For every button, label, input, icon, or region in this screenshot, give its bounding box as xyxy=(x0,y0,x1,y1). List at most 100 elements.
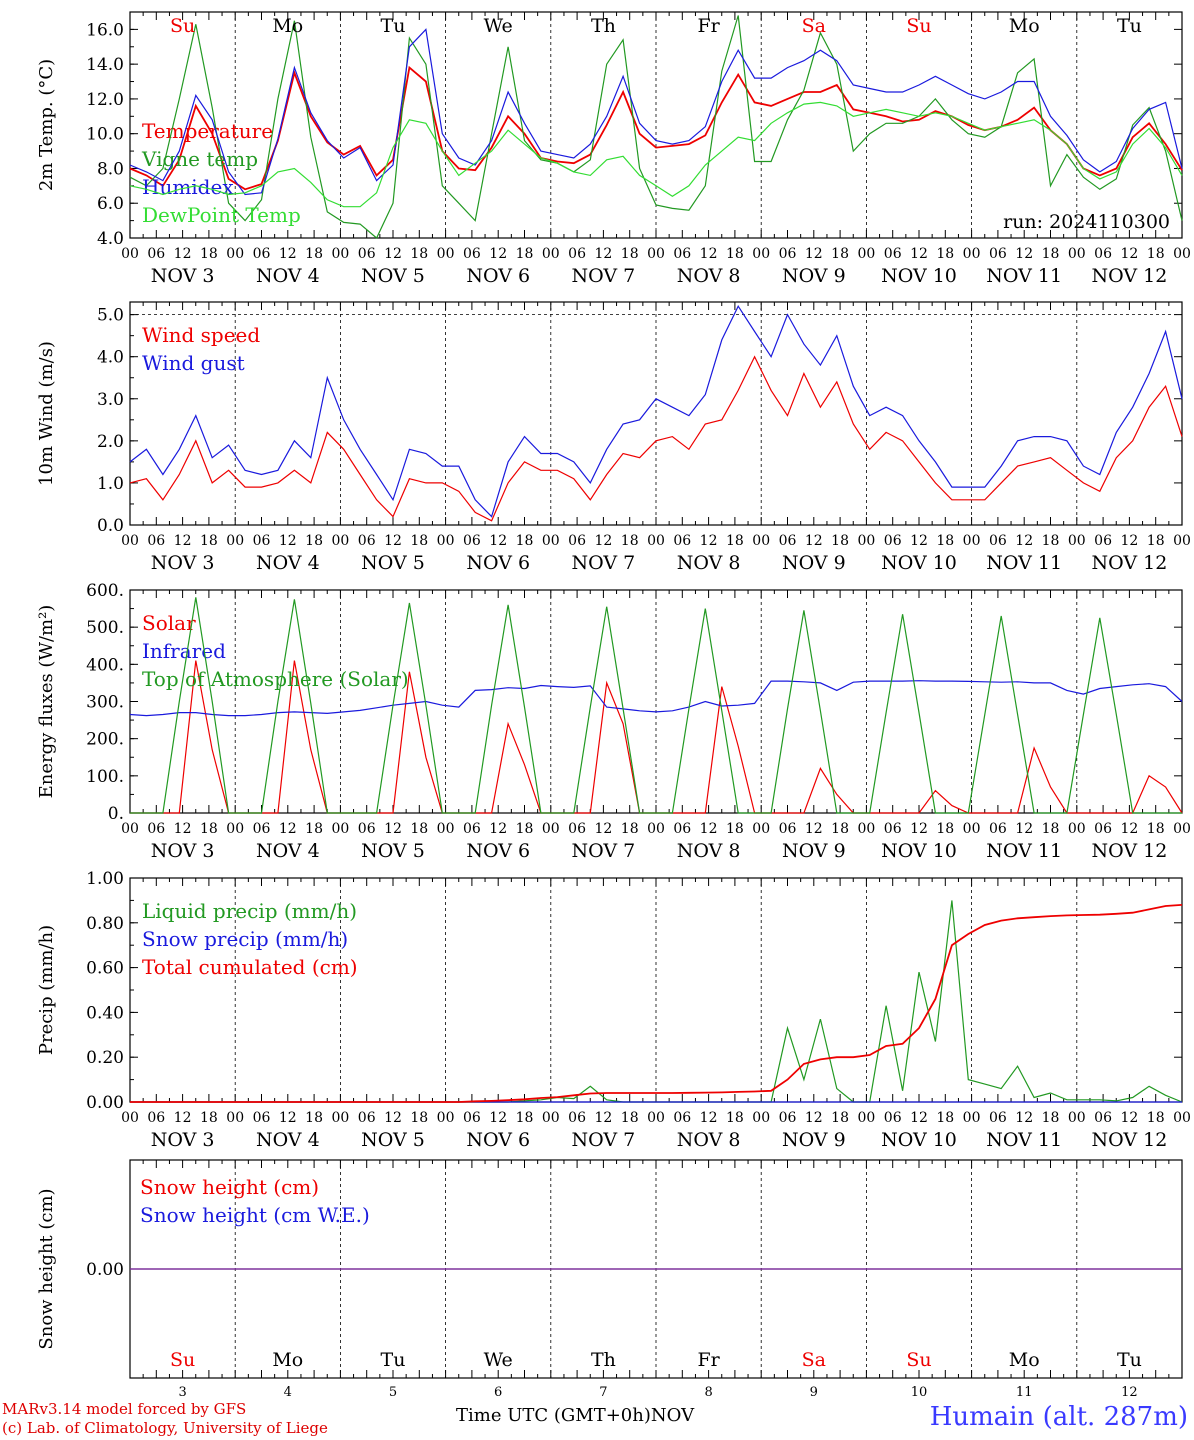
y-tick-label: 0.40 xyxy=(86,1003,124,1023)
x-hour-label: 18 xyxy=(200,533,218,549)
x-hour-label: 00 xyxy=(752,533,770,549)
x-hour-label: 00 xyxy=(121,821,139,837)
x-hour-label: 18 xyxy=(621,821,639,837)
legend-entry: DewPoint Temp xyxy=(142,203,301,227)
legend-entry: Temperature xyxy=(142,119,273,143)
x-hour-label: 12 xyxy=(384,246,402,262)
day-label: Sa xyxy=(802,15,826,37)
x-hour-label: 06 xyxy=(779,1110,797,1126)
x-hour-label: 00 xyxy=(963,821,981,837)
x-hour-label: 00 xyxy=(1173,821,1191,837)
x-hour-label: 18 xyxy=(305,821,323,837)
day-label: Tu xyxy=(1117,1349,1142,1371)
x-hour-label: 06 xyxy=(1094,533,1112,549)
meteogram-chart: 4.0 6.0 8.0 10.0 12.0 14.0 16.0 2m Temp. (°C) Te… xyxy=(36,11,1191,1400)
day-label: Su xyxy=(170,1349,195,1371)
x-hour-label: 00 xyxy=(857,1110,875,1126)
y-tick-label: 6.0 xyxy=(97,194,124,214)
x-hour-label: 06 xyxy=(147,1110,165,1126)
x-hour-label: 00 xyxy=(331,821,349,837)
plot-frame xyxy=(129,589,1183,814)
x-hour-label: 06 xyxy=(989,821,1007,837)
x-hour-label: 06 xyxy=(1094,1110,1112,1126)
x-hour-label: 12 xyxy=(700,533,718,549)
x-hour-label: 06 xyxy=(779,533,797,549)
x-date-label: NOV 4 xyxy=(256,840,320,862)
y-tick-label: 1.0 xyxy=(97,474,124,494)
y-tick-label: 0.60 xyxy=(86,959,124,979)
series-line-humidex xyxy=(129,28,1183,196)
x-hour-label: 06 xyxy=(463,821,481,837)
legend-entry: Infrared xyxy=(142,639,226,663)
x-hour-label: 00 xyxy=(647,1110,665,1126)
x-hour-label: 00 xyxy=(331,1110,349,1126)
x-hour-label: 00 xyxy=(437,246,455,262)
x-hour-label: 12 xyxy=(700,821,718,837)
x-hour-label: 12 xyxy=(1120,821,1138,837)
x-hour-label: 12 xyxy=(1120,533,1138,549)
series-line-wind-speed xyxy=(129,355,1183,522)
x-date-label: NOV 3 xyxy=(151,1129,215,1151)
model-credit: MARv3.14 model forced by GFS xyxy=(2,1400,247,1418)
x-hour-label: 18 xyxy=(621,246,639,262)
footer-credits: MARv3.14 model forced by GFS (c) Lab. of… xyxy=(2,1400,328,1438)
y-tick-label: 0. xyxy=(108,804,124,824)
x-hour-label: 12 xyxy=(279,821,297,837)
x-hour-label: 12 xyxy=(1015,1110,1033,1126)
x-hour-label: 12 xyxy=(174,246,192,262)
x-date-label: NOV 9 xyxy=(782,552,846,574)
x-hour-label: 06 xyxy=(884,246,902,262)
x-date-label: NOV 5 xyxy=(361,265,425,287)
y-tick-label: 1.00 xyxy=(86,869,124,889)
legend-entry: Solar xyxy=(142,611,196,635)
x-hour-label: 06 xyxy=(463,246,481,262)
x-date-label: NOV 8 xyxy=(677,840,741,862)
x-hour-label: 12 xyxy=(1015,821,1033,837)
x-hour-label: 12 xyxy=(805,246,823,262)
x-hour-label: 00 xyxy=(752,821,770,837)
x-date-label: NOV 6 xyxy=(466,840,530,862)
x-hour-label: 12 xyxy=(174,533,192,549)
x-hour-label: 12 xyxy=(384,533,402,549)
day-label: Mo xyxy=(272,15,303,37)
x-hour-label: 12 xyxy=(489,821,507,837)
x-hour-label: 00 xyxy=(647,246,665,262)
legend-entry: Total cumulated (cm) xyxy=(142,955,358,979)
day-label: Tu xyxy=(1117,15,1142,37)
x-hour-label: 00 xyxy=(331,533,349,549)
station-name: Humain (alt. 287m) xyxy=(929,1402,1188,1432)
legend-entry: Wind gust xyxy=(142,351,245,375)
x-hour-label: 18 xyxy=(200,246,218,262)
x-hour-label: 00 xyxy=(647,533,665,549)
day-number: 4 xyxy=(284,1385,292,1400)
y-tick-label: 5.0 xyxy=(97,306,124,326)
day-label: Mo xyxy=(1009,1349,1040,1371)
x-hour-label: 06 xyxy=(463,533,481,549)
x-date-label: NOV 10 xyxy=(881,265,957,287)
x-hour-label: 06 xyxy=(147,821,165,837)
x-hour-label: 06 xyxy=(673,246,691,262)
x-date-label: NOV 10 xyxy=(881,1129,957,1151)
x-hour-label: 00 xyxy=(1068,1110,1086,1126)
x-hour-label: 00 xyxy=(226,246,244,262)
x-hour-label: 12 xyxy=(174,821,192,837)
x-hour-label: 00 xyxy=(542,821,560,837)
x-date-label: NOV 8 xyxy=(677,1129,741,1151)
panel-3: 0. 100. 200. 300. 400. 500. 600. Energy fluxes … xyxy=(36,581,1191,862)
x-hour-label: 00 xyxy=(121,533,139,549)
x-hour-label: 06 xyxy=(779,246,797,262)
x-date-label: NOV 8 xyxy=(677,265,741,287)
day-label: Fr xyxy=(697,1349,720,1371)
x-hour-label: 12 xyxy=(384,1110,402,1126)
day-number: 11 xyxy=(1016,1385,1033,1400)
x-hour-label: 12 xyxy=(594,1110,612,1126)
y-tick-label: 0.00 xyxy=(86,1260,124,1280)
x-hour-label: 06 xyxy=(253,1110,271,1126)
x-hour-label: 18 xyxy=(726,1110,744,1126)
y-tick-label: 500. xyxy=(86,618,124,638)
legend-entry: Snow precip (mm/h) xyxy=(142,927,348,951)
x-hour-label: 00 xyxy=(963,246,981,262)
legend-entry: Liquid precip (mm/h) xyxy=(142,899,357,923)
x-hour-label: 00 xyxy=(857,533,875,549)
run-label: run: 2024110300 xyxy=(1003,211,1170,233)
